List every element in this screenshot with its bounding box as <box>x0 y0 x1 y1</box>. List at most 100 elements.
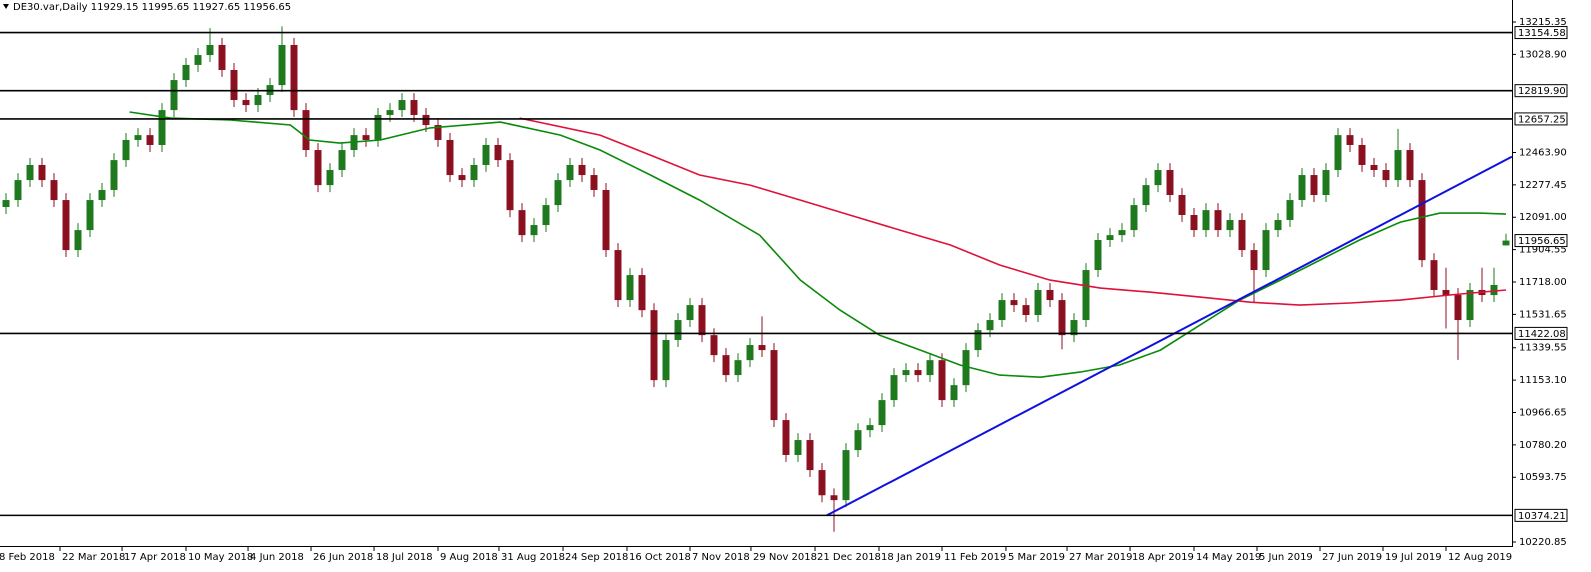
candle-body <box>218 44 226 70</box>
level-label-box <box>1514 84 1568 98</box>
candle-body <box>794 440 802 455</box>
candle-body <box>974 330 982 351</box>
candle-body <box>1178 195 1186 215</box>
candle-body <box>746 345 754 361</box>
candle-body <box>230 69 238 101</box>
candle-body <box>650 310 658 381</box>
candle-body <box>1154 170 1162 186</box>
x-tick-label: 11 Feb 2019 <box>944 552 1006 563</box>
candle-body <box>494 145 502 161</box>
y-tick-label: 13215.35 <box>1519 17 1567 28</box>
candle-body <box>1370 164 1378 171</box>
candle-body <box>470 164 478 181</box>
candle-body <box>578 164 586 176</box>
candle-body <box>962 350 970 386</box>
candle-body <box>1418 180 1426 261</box>
candle-body <box>290 44 298 111</box>
x-tick-label: 18 Apr 2019 <box>1132 552 1194 563</box>
candle-body <box>926 360 934 376</box>
candle-body <box>890 375 898 401</box>
candle-body <box>1166 170 1174 196</box>
candle-body <box>1430 260 1438 291</box>
candle-body <box>842 450 850 501</box>
candle-body <box>1286 200 1294 221</box>
candle-body <box>1250 250 1258 271</box>
x-tick-label: 12 Aug 2019 <box>1448 552 1512 563</box>
level-label: 11422.08 <box>1518 329 1566 340</box>
candle-body <box>1118 230 1126 236</box>
candle-body <box>1466 290 1474 321</box>
y-tick-label: 11531.65 <box>1519 309 1567 320</box>
candle-body <box>542 205 550 226</box>
candle-body <box>254 94 262 106</box>
x-tick-label: 4 Jun 2018 <box>250 552 304 563</box>
y-tick-label: 11339.55 <box>1519 343 1567 354</box>
x-tick-label: 10 May 2018 <box>188 552 253 563</box>
candle-body <box>782 420 790 455</box>
candle-body <box>98 189 106 201</box>
candle-body <box>1322 170 1330 196</box>
y-tick-label: 11904.55 <box>1519 245 1567 256</box>
candle-body <box>242 100 250 106</box>
x-tick-label: 5 Mar 2019 <box>1008 552 1065 563</box>
y-tick-label: 10780.20 <box>1519 440 1567 451</box>
x-tick-label: 27 Jun 2019 <box>1322 552 1382 563</box>
candle-body <box>1142 185 1150 206</box>
candle-body <box>86 200 94 231</box>
candle-body <box>134 135 142 140</box>
candle-body <box>386 110 394 115</box>
trend-line <box>826 155 1512 517</box>
candle-body <box>662 340 670 381</box>
candle-body <box>326 170 334 186</box>
last-price-label-box <box>1514 234 1568 248</box>
menu-arrow[interactable] <box>3 4 9 9</box>
candle-body <box>530 225 538 236</box>
last-price-label: 11956.65 <box>1518 236 1566 247</box>
candle-body <box>1454 295 1462 321</box>
candle-body <box>902 370 910 376</box>
y-tick-label: 11153.10 <box>1519 375 1567 386</box>
candle-body <box>566 164 574 181</box>
candle-body <box>1046 290 1054 301</box>
candle-body <box>1274 220 1282 231</box>
candle-body <box>1358 145 1366 165</box>
candle-body <box>1238 220 1246 251</box>
candle-body <box>590 175 598 190</box>
candle-body <box>1106 235 1114 240</box>
candle-body <box>1262 230 1270 271</box>
x-tick-label: 22 Mar 2018 <box>62 552 125 563</box>
candle-body <box>854 430 862 451</box>
y-tick-label: 12463.90 <box>1519 147 1567 158</box>
candle-body <box>62 200 70 251</box>
level-label: 13154.58 <box>1518 28 1566 39</box>
x-tick-label: 29 Nov 2018 <box>753 552 817 563</box>
candle-body <box>1298 175 1306 201</box>
candle-body <box>422 114 430 126</box>
y-tick-label: 12277.45 <box>1519 180 1567 191</box>
candle-body <box>1214 210 1222 231</box>
candle-body <box>1070 320 1078 336</box>
candle-body <box>14 180 22 201</box>
candle-body <box>1202 210 1210 231</box>
candle-body <box>506 160 514 211</box>
candle-body <box>1382 170 1390 181</box>
moving-average <box>519 117 1507 306</box>
candle-body <box>758 345 766 351</box>
candle-body <box>182 64 190 81</box>
x-tick-label: 31 Aug 2018 <box>501 552 565 563</box>
candle-body <box>398 100 406 111</box>
candle-body <box>554 180 562 206</box>
candle-body <box>1094 239 1102 271</box>
candle-body <box>1394 150 1402 181</box>
x-tick-label: 19 Jul 2019 <box>1385 552 1442 563</box>
candle-body <box>818 470 826 496</box>
chart-title: DE30.var,Daily 11929.15 11995.65 11927.6… <box>13 2 291 13</box>
x-tick-label: 9 Aug 2018 <box>440 552 498 563</box>
candle-body <box>914 370 922 376</box>
candle-body <box>302 110 310 151</box>
candle-body <box>1034 290 1042 316</box>
candle-body <box>194 55 202 65</box>
x-tick-label: 18 Jan 2019 <box>881 552 941 563</box>
candle-body <box>1490 284 1498 296</box>
candle-body <box>686 305 694 321</box>
